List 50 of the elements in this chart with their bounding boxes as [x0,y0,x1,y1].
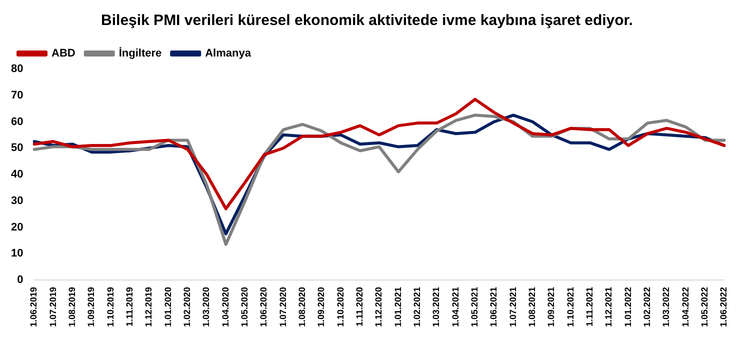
chart-title: Bileşik PMI verileri küresel ekonomik aktivitede ivme kaybına işaret ediyor. [101,12,633,30]
x-tick-label: 1.04.2021 [450,286,460,328]
x-tick-label: 1.05.2021 [470,286,480,328]
x-tick-label: 1.12.2021 [604,286,614,328]
y-tick-label: 30 [10,194,24,207]
y-tick-label: 40 [10,168,24,181]
x-tick-label: 1.08.2020 [297,286,308,328]
x-tick-label: 1.03.2020 [201,286,212,328]
x-tick-label: 1.11.2021 [584,286,595,327]
x-tick-label: 1.04.2020 [220,286,230,328]
x-tick-label: 1.07.2021 [508,286,518,328]
x-tick-label: 1.01.2020 [162,286,173,328]
x-tick-label: 1.04.2022 [680,286,690,328]
legend-label: Almanya [205,48,252,60]
x-tick-label: 1.01.2022 [622,286,633,328]
x-tick-label: 1.02.2020 [182,286,192,328]
x-tick-label: 1.06.2021 [488,286,499,328]
x-tick-label: 1.06.2019 [28,286,39,328]
x-tick-label: 1.02.2022 [642,286,652,328]
y-tick-label: 10 [10,248,24,260]
y-tick-label: 60 [10,116,24,128]
x-tick-label: 1.06.2020 [258,286,269,328]
x-tick-label: 1.09.2021 [546,286,556,328]
y-tick-label: 20 [10,221,24,234]
x-tick-label: 1.02.2021 [412,286,422,328]
x-tick-label: 1.12.2019 [144,286,154,328]
x-tick-label: 1.10.2021 [565,286,576,328]
y-tick-label: 70 [10,89,24,102]
x-tick-label: 1.07.2019 [48,286,58,328]
legend-label: ABD [52,48,76,60]
x-tick-label: 1.05.2020 [240,286,250,328]
y-tick-label: 50 [10,142,24,154]
x-tick-label: 1.12.2020 [374,286,384,328]
x-tick-label: 1.11.2019 [124,286,135,327]
x-tick-label: 1.11.2020 [354,286,365,327]
x-tick-label: 1.09.2019 [86,286,96,328]
x-tick-label: 1.05.2022 [700,286,710,328]
x-tick-label: 1.10.2020 [335,286,346,328]
x-tick-label: 1.06.2022 [718,286,729,328]
x-tick-label: 1.07.2020 [278,286,288,328]
x-tick-label: 1.03.2021 [431,286,442,328]
y-tick-label: 80 [10,63,24,76]
x-tick-label: 1.03.2022 [661,286,672,328]
legend-label: İngiltere [118,46,162,60]
y-tick-label: 0 [17,274,24,286]
x-tick-label: 1.09.2020 [316,286,326,328]
x-tick-label: 1.10.2019 [105,286,116,328]
x-tick-label: 1.08.2019 [67,286,78,328]
x-tick-label: 1.01.2021 [392,286,403,328]
x-tick-label: 1.08.2021 [527,286,538,328]
